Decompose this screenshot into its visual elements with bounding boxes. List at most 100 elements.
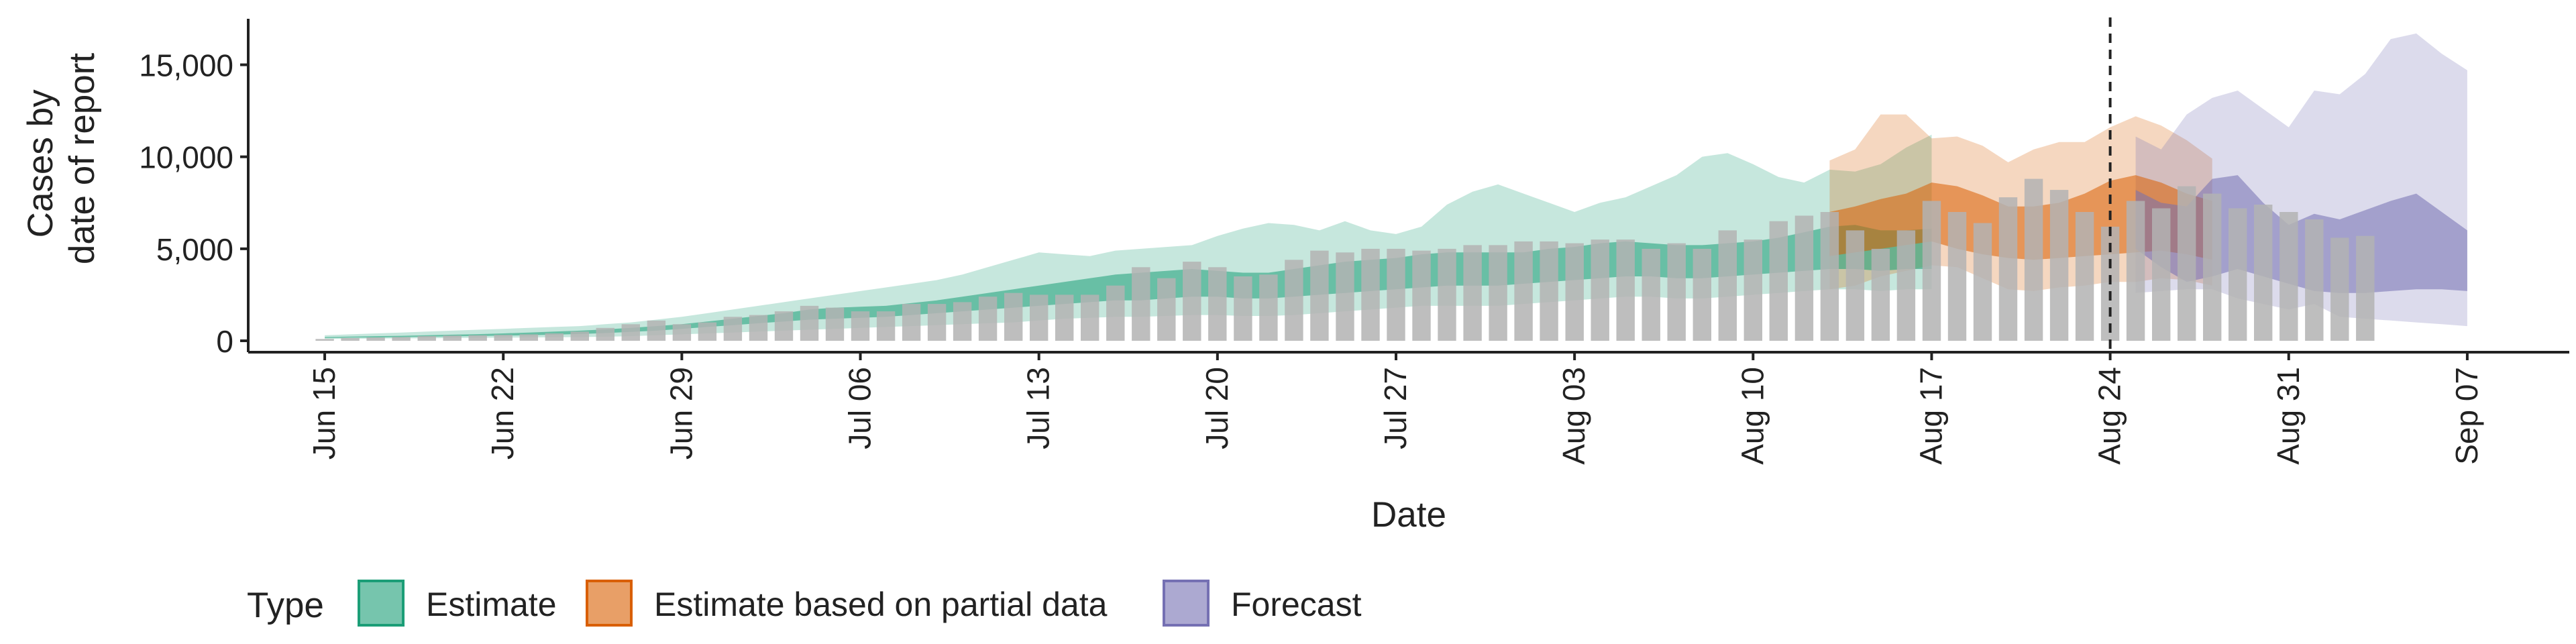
reported-bar	[1871, 248, 1890, 341]
reported-bar	[1259, 274, 1278, 341]
reported-bar	[1438, 248, 1456, 341]
reported-bar	[2203, 193, 2222, 341]
reported-bar	[1514, 241, 1533, 341]
reported-bar	[2152, 208, 2171, 341]
reported-bar	[1743, 239, 1762, 341]
reported-bar	[1998, 197, 2018, 341]
reported-bar	[621, 324, 640, 341]
x-tick-label: Jul 13	[1021, 367, 1056, 449]
reported-bar	[1820, 212, 1839, 341]
legend: Type Estimate Estimate based on partial d…	[247, 580, 1362, 627]
band-90ci-estimate	[325, 134, 1932, 339]
y-axis-label-line-1: Cases by	[21, 89, 60, 237]
legend-title: Type	[247, 586, 324, 625]
reported-bar	[723, 317, 743, 341]
axes: 0 5,000 10,000 15,000 Jun 15 Jun 22 Jun 29 Jul…	[139, 19, 2569, 465]
reported-bar	[443, 335, 462, 341]
reported-bar	[1183, 262, 1201, 341]
x-tick-label: Aug 03	[1556, 367, 1591, 465]
legend-swatch-estimate	[358, 580, 405, 627]
reported-bar	[2049, 190, 2069, 341]
x-axis-ticks: Jun 15 Jun 22 Jun 29 Jul 06 Jul 13 Jul 20 Jul …	[307, 352, 2484, 465]
reported-bar	[1081, 294, 1099, 341]
y-axis-label: Cases by date of report	[21, 53, 102, 265]
reported-bar	[902, 304, 921, 341]
reported-bar	[1412, 250, 1431, 341]
reported-bar	[2305, 219, 2324, 341]
legend-swatch-partial	[586, 580, 633, 627]
reported-bar	[545, 333, 564, 341]
reported-bar	[315, 339, 334, 341]
reported-bar	[1947, 212, 1967, 341]
reported-bar	[1463, 245, 1482, 341]
plot-area	[315, 17, 2467, 352]
reported-bar	[1489, 245, 1507, 341]
reported-bar	[1387, 248, 1405, 341]
reported-bar	[978, 297, 998, 341]
reported-bar	[1004, 292, 1023, 341]
x-tick-label: Jul 06	[843, 367, 877, 449]
reported-bar	[2330, 237, 2349, 341]
legend-swatch-forecast	[1163, 580, 1210, 627]
reported-bar	[876, 311, 896, 341]
x-tick-label: Aug 17	[1913, 367, 1948, 465]
x-tick-label: Jun 29	[663, 367, 698, 460]
reported-bar	[1361, 248, 1380, 341]
reported-bar	[1208, 267, 1227, 341]
reported-bar	[1030, 294, 1049, 341]
reported-bar	[596, 327, 614, 341]
reported-bar	[1973, 223, 1992, 341]
reported-bar	[519, 334, 538, 341]
y-tick-label: 5,000	[156, 232, 233, 267]
y-axis-ticks: 0 5,000 10,000 15,000	[139, 48, 248, 359]
reported-bar	[953, 302, 972, 341]
reported-bar	[672, 324, 692, 341]
reported-bar	[392, 337, 411, 341]
reported-bar	[927, 304, 947, 341]
reported-bar	[2254, 205, 2273, 341]
reported-bar	[1667, 243, 1686, 341]
x-tick-label: Aug 31	[2271, 367, 2306, 465]
x-tick-label: Jun 22	[485, 367, 520, 460]
reported-bar	[851, 311, 870, 341]
y-tick-label: 10,000	[139, 140, 233, 175]
reported-bar	[1845, 230, 1865, 341]
x-tick-label: Jul 27	[1378, 367, 1413, 449]
legend-label-estimate: Estimate	[426, 586, 557, 623]
reported-bar	[2178, 186, 2196, 341]
x-axis-label: Date	[1371, 495, 1446, 535]
x-tick-label: Aug 24	[2092, 367, 2127, 465]
reported-bar	[1106, 285, 1125, 341]
legend-label-partial: Estimate based on partial data	[654, 586, 1108, 623]
legend-label-forecast: Forecast	[1231, 586, 1362, 623]
reported-bar	[2024, 178, 2043, 341]
x-tick-label: Jul 20	[1199, 367, 1234, 449]
reported-bar	[570, 331, 589, 341]
reported-bar	[1769, 221, 1788, 341]
reported-bar	[749, 315, 768, 341]
y-tick-label: 0	[216, 324, 233, 359]
reported-bar	[1132, 267, 1150, 341]
reported-bar	[1234, 276, 1252, 341]
reported-bar	[1693, 248, 1711, 341]
reported-bar	[366, 337, 385, 341]
reported-bar	[800, 305, 819, 341]
reported-bar	[1896, 230, 1916, 341]
reported-bar	[2229, 208, 2247, 341]
reported-bar	[1794, 215, 1814, 341]
reported-bar	[1055, 294, 1074, 341]
reported-bar	[1718, 230, 1737, 341]
reported-bar	[774, 311, 794, 341]
reported-bar	[468, 335, 487, 341]
reported-bar	[647, 320, 666, 341]
reported-case-bars	[315, 178, 2375, 341]
reported-bar	[1922, 201, 1941, 341]
reported-bar	[1565, 243, 1584, 341]
reported-bar	[417, 336, 436, 341]
y-axis-label-line-2: date of report	[62, 53, 102, 265]
reported-bar	[1591, 239, 1609, 341]
x-tick-label: Jun 15	[307, 367, 341, 460]
reported-bar	[1157, 278, 1176, 341]
reported-bar	[1336, 252, 1354, 341]
